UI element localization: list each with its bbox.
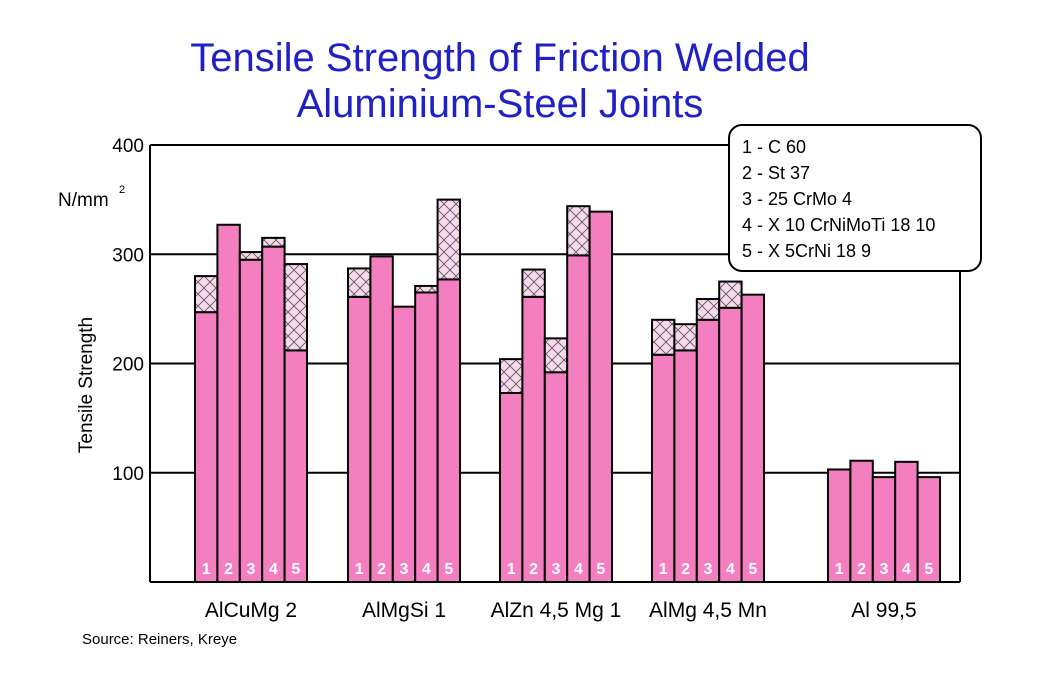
- bar-1-4: [261, 245, 286, 583]
- bar-number-label: 1: [507, 561, 516, 578]
- category-label: AlZn 4,5 Mg 1: [491, 599, 622, 622]
- bar-number-label: 3: [552, 561, 561, 578]
- bar-4-1: [651, 353, 676, 584]
- bar-number-label: 2: [529, 561, 538, 578]
- bar-number-label: 3: [400, 561, 409, 578]
- chart-title-line2: Aluminium-Steel Joints: [296, 82, 704, 126]
- bar-4-3: [695, 318, 721, 583]
- bar-3-1: [499, 391, 524, 583]
- legend-item-3: 3 - 25 CrMo 4: [742, 189, 853, 209]
- bar-number-label: 2: [377, 561, 386, 578]
- bar-number-label: 4: [902, 561, 911, 578]
- source-note: Source: Reiners, Kreye: [82, 631, 238, 648]
- legend-item-5: 5 - X 5CrNi 18 9: [742, 241, 872, 261]
- y-tick-label: 400: [112, 136, 144, 157]
- bar-3-2: [521, 295, 546, 583]
- y-axis-unit: N/mm: [58, 190, 109, 211]
- bar-range-4-1: [651, 318, 676, 356]
- bar-range-2-4: [414, 284, 439, 294]
- category-label: Al 99,5: [851, 599, 916, 622]
- bar-2-2: [369, 255, 394, 583]
- bar-1-3: [238, 258, 264, 583]
- bar-number-label: 2: [857, 561, 866, 578]
- bar-range-4-2: [673, 323, 698, 352]
- bar-range-1-3: [238, 251, 264, 261]
- bar-2-5: [436, 278, 462, 583]
- bar-range-3-4: [566, 205, 591, 257]
- bar-number-label: 2: [681, 561, 690, 578]
- bar-number-label: 5: [444, 561, 453, 578]
- bar-number-label: 3: [704, 561, 713, 578]
- bar-range-4-4: [718, 280, 743, 309]
- bar-number-label: 1: [659, 561, 668, 578]
- category-label: AlMg 4,5 Mn: [649, 599, 767, 622]
- bar-number-label: 5: [924, 561, 933, 578]
- bar-range-2-5: [436, 198, 462, 281]
- bar-range-1-5: [283, 263, 309, 352]
- bar-range-4-3: [695, 298, 721, 321]
- bar-number-label: 3: [247, 561, 256, 578]
- legend: 1 - C 60 2 - St 37 3 - 25 CrMo 4 4 - X 1…: [728, 124, 982, 272]
- y-tick-label: 100: [112, 464, 144, 485]
- bar-range-2-1: [347, 267, 372, 298]
- bar-4-4: [718, 306, 743, 583]
- bar-number-label: 4: [726, 561, 735, 578]
- bar-number-label: 4: [574, 561, 583, 578]
- bar-number-label: 5: [291, 561, 300, 578]
- legend-item-1: 1 - C 60: [742, 137, 807, 157]
- bar-number-label: 3: [880, 561, 889, 578]
- y-axis-title: Tensile Strength: [76, 317, 97, 453]
- chart-title-line1: Tensile Strength of Friction Welded: [190, 36, 810, 80]
- bar-4-2: [673, 349, 698, 584]
- bar-2-4: [414, 291, 439, 583]
- bar-range-3-2: [521, 268, 546, 298]
- bar-number-label: 5: [596, 561, 605, 578]
- bar-number-label: 2: [224, 561, 233, 578]
- bar-3-4: [566, 254, 591, 583]
- bar-number-label: 1: [835, 561, 844, 578]
- y-axis-unit-superscript: 2: [119, 184, 125, 196]
- bar-1-1: [194, 311, 219, 583]
- bar-4-5: [740, 293, 765, 583]
- bar-range-3-1: [499, 358, 524, 394]
- category-label: AlMgSi 1: [362, 599, 446, 622]
- y-tick-label: 300: [112, 245, 144, 266]
- bar-range-1-4: [261, 236, 286, 248]
- bar-range-3-3: [543, 337, 569, 374]
- bar-range-1-1: [194, 275, 219, 314]
- bar-number-label: 4: [422, 561, 431, 578]
- bar-3-3: [543, 371, 569, 583]
- axis-labels: 100 200 300 400 Tensile Strength N/mm 2 AlCuMg …: [58, 136, 917, 622]
- category-label: AlCuMg 2: [205, 599, 297, 622]
- legend-item-2: 2 - St 37: [742, 163, 811, 183]
- bar-number-label: 1: [355, 561, 364, 578]
- bar-1-2: [216, 223, 241, 583]
- bar-3-5: [588, 210, 613, 584]
- bar-number-label: 4: [269, 561, 278, 578]
- y-tick-label: 200: [112, 355, 144, 376]
- bar-1-5: [283, 349, 309, 584]
- bar-2-1: [347, 295, 372, 583]
- bar-number-label: 1: [202, 561, 211, 578]
- bar-2-3: [391, 305, 417, 583]
- legend-item-4: 4 - X 10 CrNiMoTi 18 10: [742, 215, 936, 235]
- bar-number-label: 5: [748, 561, 757, 578]
